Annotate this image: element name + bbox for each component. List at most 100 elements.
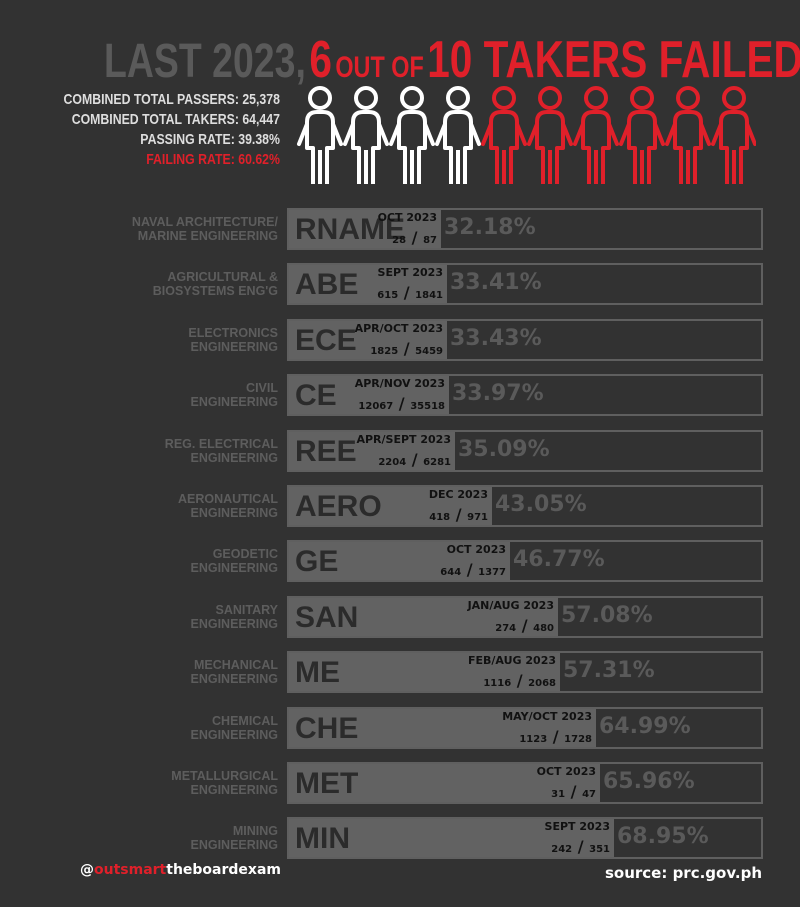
- bar-ratio-slash: /: [516, 616, 534, 635]
- bar-label: AGRICULTURAL & BIOSYSTEMS ENG'G: [60, 270, 278, 298]
- bar-frame: MIN SEPT 2023 242 / 351 68.95%: [287, 817, 763, 859]
- bar-abbr: SAN: [295, 601, 359, 634]
- bar-date: APR/OCT 2023: [354, 322, 443, 335]
- person-failed-icon: [619, 86, 665, 184]
- person-passed-icon: [297, 86, 343, 184]
- bar-label: CIVIL ENGINEERING: [60, 381, 278, 409]
- stat-passing-rate: PASSING RATE: 39.38%: [140, 131, 280, 148]
- bar-abbr: AERO: [295, 490, 382, 523]
- bar-date: APR/NOV 2023: [354, 377, 445, 390]
- bar-abbr: REE: [295, 435, 357, 468]
- bar-label-line: REG. ELECTRICAL: [164, 437, 278, 451]
- bar-date: JAN/AUG 2023: [467, 599, 554, 612]
- bar-ratio: 1825 / 5459: [370, 339, 443, 358]
- bar-takers: 1841: [415, 290, 443, 301]
- bar-frame: RNAME OCT 2023 28 / 87 32.18%: [287, 208, 763, 250]
- bar-value-label: 64.99%: [599, 714, 691, 739]
- bar-passed: 242: [551, 844, 573, 855]
- bar-ratio: 1123 / 1728: [519, 727, 592, 746]
- person-passed-icon: [435, 86, 481, 184]
- bar-label-line: MINING: [232, 824, 278, 838]
- bar-label-line: ENGINEERING: [190, 728, 278, 742]
- bar: [289, 598, 558, 636]
- bar-date: FEB/AUG 2023: [467, 654, 556, 667]
- bar-ratio-slash: /: [547, 727, 565, 746]
- bar-passed: 31: [551, 789, 566, 800]
- bar-label-line: ENGINEERING: [190, 340, 278, 354]
- bar-value-label: 68.95%: [617, 824, 709, 849]
- bar-abbr: ME: [295, 656, 340, 689]
- stat-takers: COMBINED TOTAL TAKERS: 64,447: [71, 111, 280, 128]
- bar: [289, 487, 492, 525]
- bar-label-line: ENGINEERING: [190, 506, 278, 520]
- bar-label-line: CHEMICAL: [212, 714, 278, 728]
- bar-frame: REE APR/SEPT 2023 2204 / 6281 35.09%: [287, 430, 763, 472]
- bar-label-line: AGRICULTURAL &: [167, 270, 278, 284]
- bar-value-label: 57.31%: [563, 658, 655, 683]
- stat-failing-rate: FAILING RATE: 60.62%: [146, 151, 280, 168]
- bar-label: GEODETIC ENGINEERING: [60, 547, 278, 575]
- bar-label-line: MECHANICAL: [193, 658, 278, 672]
- bar: [289, 653, 560, 691]
- person-failed-icon: [573, 86, 619, 184]
- bar-label-line: ENGINEERING: [190, 783, 278, 797]
- bar-passed: 1116: [483, 678, 512, 689]
- bar-value-label: 33.41%: [450, 270, 542, 295]
- bar-frame: MET OCT 2023 31 / 47 65.96%: [287, 762, 763, 804]
- bar-label-line: CIVIL: [246, 381, 278, 395]
- bar-takers: 2068: [528, 678, 556, 689]
- bar-frame: ABE SEPT 2023 615 / 1841 33.41%: [287, 263, 763, 305]
- source-credit: source: prc.gov.ph: [604, 864, 762, 882]
- handle-at: @: [80, 862, 94, 878]
- bar-ratio-slash: /: [406, 228, 424, 247]
- bar: [289, 542, 510, 580]
- bar-takers: 480: [533, 623, 554, 634]
- stat-passers: COMBINED TOTAL PASSERS: 25,378: [63, 91, 280, 108]
- person-failed-icon: [481, 86, 527, 184]
- bar-label: AERONAUTICAL ENGINEERING: [60, 492, 278, 520]
- bar-ratio-slash: /: [393, 394, 411, 413]
- bar-date: SEPT 2023: [544, 820, 610, 833]
- bar-ratio: 615 / 1841: [377, 283, 443, 302]
- bar-label-line: ELECTRONICS: [188, 326, 278, 340]
- bar-frame: ECE APR/OCT 2023 1825 / 5459 33.43%: [287, 319, 763, 361]
- bar-label: REG. ELECTRICAL ENGINEERING: [60, 437, 278, 465]
- person-failed-icon: [665, 86, 711, 184]
- bar-abbr: RNAME: [295, 213, 405, 246]
- bar-label-line: MARINE ENGINEERING: [137, 229, 278, 243]
- bar: [289, 432, 455, 470]
- bar-value-label: 32.18%: [444, 215, 536, 240]
- bar-label: MINING ENGINEERING: [60, 824, 278, 852]
- bar-passed: 274: [495, 623, 517, 634]
- bar-ratio: 28 / 87: [392, 228, 437, 247]
- bar-label-line: BIOSYSTEMS ENG'G: [152, 284, 278, 298]
- bar-abbr: MIN: [295, 822, 350, 855]
- headline-six: 6: [309, 31, 332, 89]
- headline-out-of: OUT OF: [335, 51, 424, 84]
- bar-abbr: ECE: [295, 324, 357, 357]
- bar-passed: 2204: [378, 457, 407, 468]
- bar-label-line: AERONAUTICAL: [178, 492, 278, 506]
- bar-frame: ME FEB/AUG 2023 1116 / 2068 57.31%: [287, 651, 763, 693]
- bar-passed: 418: [429, 512, 451, 523]
- bar-ratio-slash: /: [398, 339, 416, 358]
- bar-ratio-slash: /: [450, 505, 468, 524]
- bar-ratio-slash: /: [461, 560, 479, 579]
- bar-frame: AERO DEC 2023 418 / 971 43.05%: [287, 485, 763, 527]
- bar: [289, 819, 614, 857]
- bar-label-line: GEODETIC: [212, 547, 278, 561]
- bar-ratio: 274 / 480: [495, 616, 554, 635]
- bar-date: OCT 2023: [536, 765, 596, 778]
- bar-passed: 644: [440, 567, 462, 578]
- bar-abbr: CHE: [295, 712, 359, 745]
- bar-date: DEC 2023: [428, 488, 488, 501]
- bar-takers: 35518: [410, 401, 445, 412]
- bar-frame: CE APR/NOV 2023 12067 / 35518 33.97%: [287, 374, 763, 416]
- bar-takers: 6281: [423, 457, 451, 468]
- bar-abbr: ABE: [295, 268, 359, 301]
- person-failed-icon: [711, 86, 756, 184]
- bar-label-line: ENGINEERING: [190, 617, 278, 631]
- bar-label: METALLURGICAL ENGINEERING: [60, 769, 278, 797]
- bar-date: MAY/OCT 2023: [502, 710, 592, 723]
- social-handle: @outsmarttheboardexam: [80, 862, 281, 878]
